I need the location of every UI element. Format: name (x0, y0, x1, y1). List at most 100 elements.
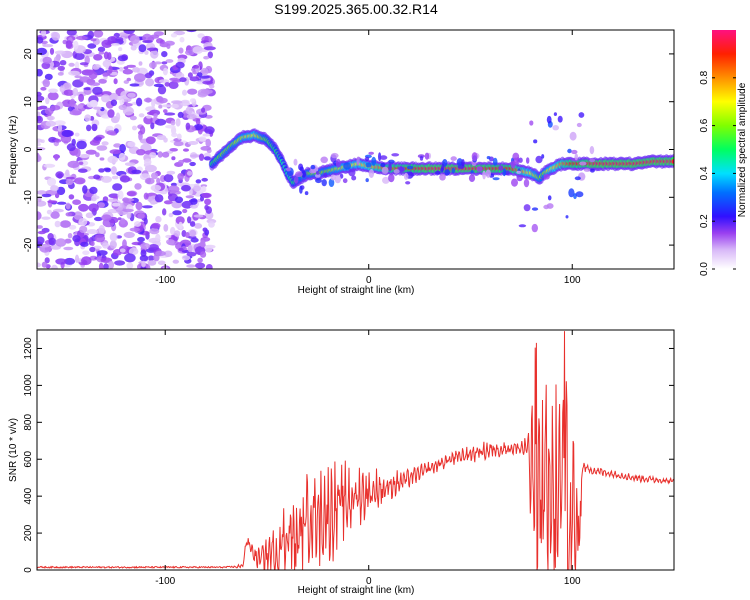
snr-ytick-label: 1200 (23, 337, 34, 360)
spectrogram-noise-blob (96, 250, 108, 256)
spectrogram-noise-blob (146, 115, 152, 119)
spectrogram-speckle (293, 158, 298, 166)
spectrogram-ytick-label: 20 (23, 48, 34, 60)
spectrogram-noise-blob (114, 260, 126, 266)
spectrogram-noise-blob (143, 97, 153, 103)
spectrogram-noise-blob (97, 202, 105, 209)
spectrogram-noise-blob (144, 72, 153, 79)
spectrogram-noise-blob (92, 64, 100, 70)
spectrogram-speckle (547, 195, 552, 201)
snr-xtick-label: 100 (564, 576, 581, 587)
spectrogram-noise-blob (106, 130, 116, 136)
spectrogram-ridge-core (671, 159, 674, 164)
spectrogram-noise-blob (175, 61, 185, 69)
spectrogram-noise-blob (157, 260, 166, 266)
spectrogram-noise-blob (120, 218, 126, 225)
spectrogram-noise-blob (168, 212, 174, 218)
spectrogram-noise-blob (193, 214, 204, 218)
colorbar-tick-label: 0.8 (699, 70, 710, 84)
spectrogram-noise-blob (89, 139, 100, 146)
spectrogram-noise-blob (119, 98, 125, 106)
spectrogram-noise-blob (178, 247, 184, 252)
spectrogram-speckle (578, 112, 585, 118)
spectrogram-noise-blob (155, 118, 167, 126)
spectrogram-speckle (461, 159, 465, 167)
spectrogram-noise-blob (163, 200, 173, 205)
spectrogram-noise-blob (203, 46, 216, 51)
spectrogram-noise-blob (117, 55, 128, 62)
spectrogram-noise-blob (65, 178, 74, 186)
spectrogram-noise-blob (138, 132, 143, 141)
spectrogram-noise-blob (134, 183, 142, 190)
spectrogram-noise-blob (110, 43, 120, 47)
spectrogram-ytick-label: 0 (23, 146, 34, 152)
spectrogram-noise-blob (174, 196, 184, 204)
spectrogram-noise-blob (118, 67, 124, 72)
spectrogram-noise-blob (200, 67, 209, 76)
spectrogram-noise-blob (157, 151, 163, 158)
spectrogram-noise-blob (129, 83, 140, 87)
spectrogram-noise-blob (44, 257, 50, 264)
spectrogram-noise-blob (150, 122, 155, 130)
spectrogram-noise-blob (65, 176, 75, 180)
spectrogram-noise-blob (103, 51, 109, 60)
spectrogram-noise-blob (203, 244, 213, 253)
spectrogram-speckle (546, 115, 552, 124)
spectrogram-noise-blob (122, 239, 127, 249)
spectrogram-noise-blob (124, 162, 136, 167)
spectrogram-noise-blob (178, 47, 184, 54)
spectrogram-speckle (410, 173, 415, 177)
spectrogram-noise-blob (103, 263, 109, 269)
spectrogram-speckle (575, 191, 584, 198)
spectrogram-speckle (565, 215, 569, 219)
spectrogram-noise-blob (81, 256, 92, 266)
spectrogram-noise-blob (189, 161, 196, 167)
spectrogram-speckle (512, 152, 520, 161)
spectrogram-noise-blob (101, 94, 111, 103)
spectrogram-noise-blob (93, 245, 102, 250)
spectrogram-noise-blob (115, 112, 121, 121)
spectrogram-noise-blob (132, 125, 137, 131)
spectrogram-ytick-label: 10 (23, 96, 34, 108)
spectrogram-noise-blob (93, 54, 103, 61)
spectrogram-noise-blob (73, 40, 79, 50)
snr-ytick-label: 800 (23, 414, 34, 431)
spectrogram-noise-blob (51, 31, 61, 41)
spectrogram-speckle (502, 168, 507, 177)
spectrogram-noise-blob (93, 106, 102, 110)
spectrogram-noise-blob (61, 129, 73, 138)
spectrogram-noise-blob (68, 194, 75, 200)
spectrogram-speckle (568, 188, 575, 198)
spectrogram-noise-blob (171, 132, 178, 138)
spectrogram-noise-blob (130, 45, 137, 51)
spectrogram-noise-blob (91, 197, 97, 202)
spectrogram-noise-blob (126, 77, 132, 82)
spectrogram-speckle (382, 176, 390, 184)
spectrogram-noise-blob (113, 78, 118, 85)
spectrogram-noise-blob (204, 198, 212, 205)
spectrogram-noise-blob (109, 149, 122, 155)
spectrogram-noise-blob (127, 92, 136, 98)
spectrogram-speckle (523, 178, 530, 188)
spectrogram-speckle (381, 166, 389, 174)
spectrogram-noise-blob (179, 77, 187, 83)
spectrogram-noise-blob (151, 99, 156, 108)
spectrogram-noise-blob (126, 262, 134, 269)
spectrogram-noise-blob (164, 82, 171, 87)
spectrogram-noise-blob (109, 208, 116, 213)
spectrogram-noise-blob (166, 170, 176, 175)
spectrogram-noise-blob (74, 52, 85, 61)
snr-ytick-label: 600 (23, 450, 34, 467)
spectrogram-noise-blob (167, 185, 180, 193)
spectrogram-noise-blob (100, 257, 113, 264)
spectrogram-noise-blob (65, 202, 71, 210)
spectrogram-noise-blob (202, 80, 214, 85)
spectrogram-noise-blob (73, 211, 83, 220)
figure-title: S199.2025.365.00.32.R14 (274, 1, 438, 17)
spectrogram-noise-blob (68, 62, 75, 67)
spectrogram-noise-blob (154, 194, 164, 203)
spectrogram-speckle (299, 185, 303, 194)
spectrogram-noise-blob (37, 138, 43, 143)
